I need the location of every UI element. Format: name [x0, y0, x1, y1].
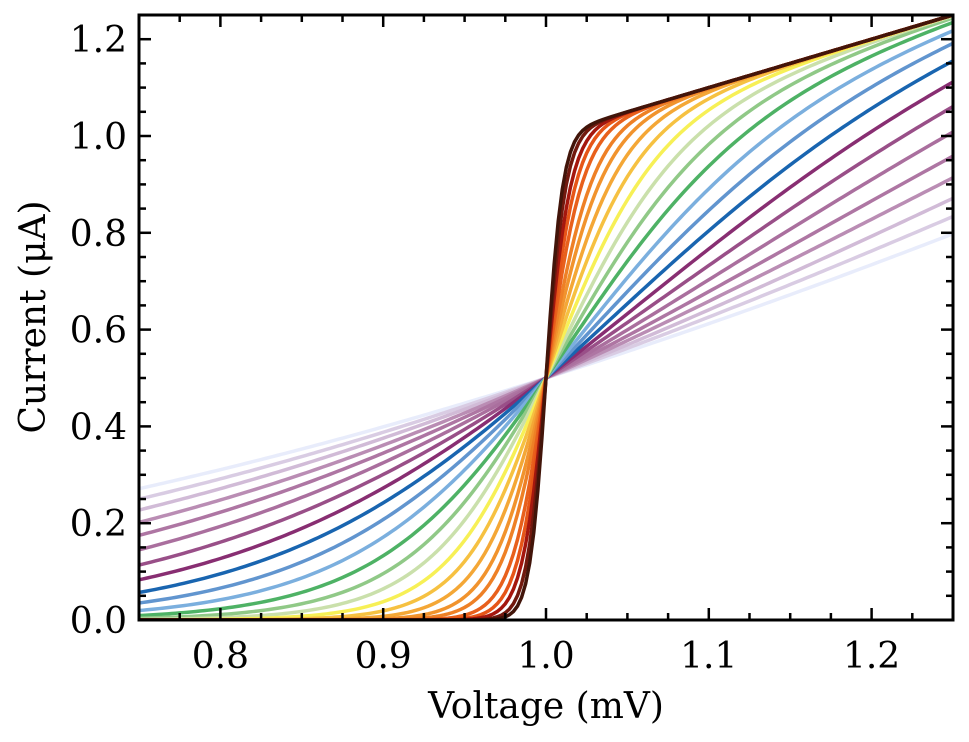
- x-axis-label: Voltage (mV): [427, 686, 664, 727]
- y-tick-label: 1.2: [70, 20, 127, 61]
- series-line-23: [139, 15, 953, 620]
- series-line-3: [139, 176, 953, 525]
- y-axis-label: Current (μA): [13, 200, 54, 433]
- series-line-10: [139, 29, 953, 613]
- x-tick-label: 1.1: [680, 636, 737, 677]
- x-tick-label: 0.9: [355, 636, 412, 677]
- y-tick-label: 0.4: [70, 407, 127, 448]
- series-line-7: [139, 80, 953, 582]
- y-tick-label: 0.6: [70, 311, 127, 352]
- y-tick-label: 0.8: [70, 214, 127, 255]
- y-tick-label: 0.2: [70, 504, 127, 545]
- y-tick-label: 0.0: [70, 601, 127, 642]
- x-tick-label: 0.8: [192, 636, 249, 677]
- tick-group: [137, 13, 955, 622]
- series-line-6: [139, 105, 953, 567]
- tick-label-group: 0.8 0.9 1.0 1.1 1.2 0.0 0.2 0.4 0.6 0.8 1.0 1.2: [70, 20, 900, 677]
- series-line-9: [139, 41, 953, 605]
- x-tick-label: 1.0: [517, 636, 574, 677]
- curve-group: [139, 15, 953, 620]
- y-tick-label: 1.0: [70, 117, 127, 158]
- x-tick-label: 1.2: [843, 636, 900, 677]
